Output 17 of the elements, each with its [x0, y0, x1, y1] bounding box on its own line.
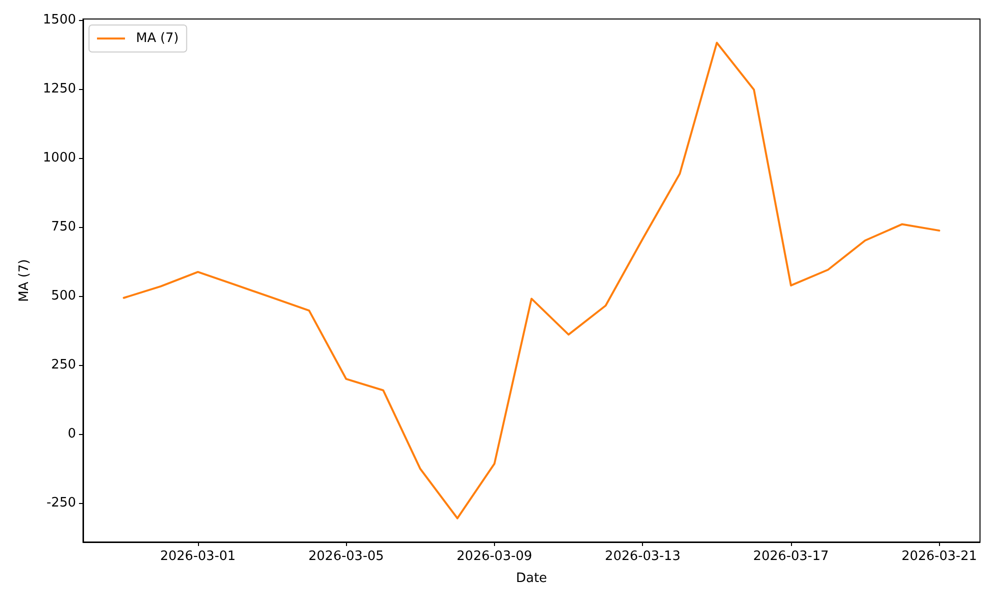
- y-tick-label: 750: [51, 219, 76, 234]
- y-tick-label: 1500: [42, 12, 76, 28]
- x-tick-label: 2026-03-13: [604, 549, 680, 564]
- y-tick-label: 500: [51, 288, 76, 304]
- y-tick-label: 1250: [42, 82, 76, 97]
- x-tick-label: 2026-03-21: [901, 549, 978, 564]
- x-tick-label: 2026-03-17: [753, 549, 829, 564]
- y-tick-label: 0: [68, 426, 76, 442]
- y-tick-label: 250: [51, 357, 76, 372]
- y-tick-label: 1000: [42, 150, 76, 166]
- x-axis-title: Date: [516, 571, 548, 586]
- x-tick-label: 2026-03-09: [456, 549, 532, 564]
- x-tick-label: 2026-03-01: [160, 549, 236, 564]
- y-axis-title: MA (7): [17, 259, 32, 302]
- x-tick-label: 2026-03-05: [308, 549, 384, 564]
- y-tick-label: -250: [46, 495, 76, 510]
- legend-label: MA (7): [136, 31, 179, 46]
